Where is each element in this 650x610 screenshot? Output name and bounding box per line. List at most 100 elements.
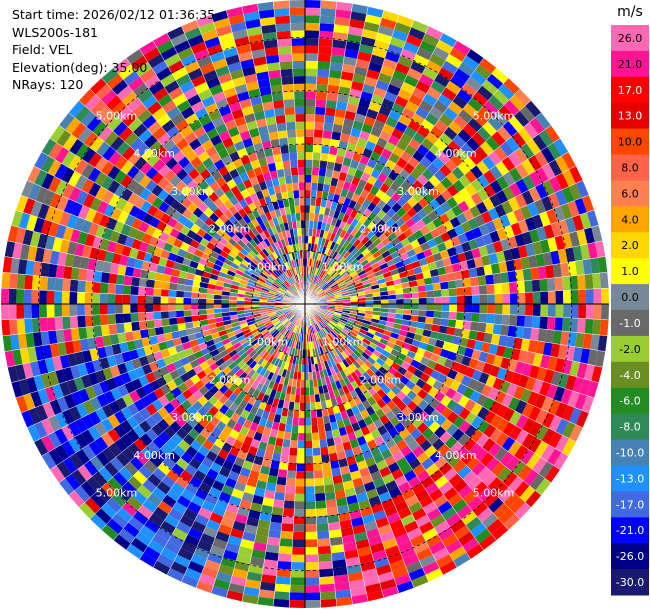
- range-gate: [541, 163, 556, 180]
- range-gate: [316, 252, 322, 261]
- range-gate: [599, 272, 609, 289]
- range-gate: [517, 127, 533, 144]
- range-gate: [477, 188, 490, 202]
- range-gate: [531, 315, 541, 329]
- range-gate: [470, 276, 479, 287]
- range-gate: [477, 174, 490, 189]
- range-gate: [418, 297, 427, 304]
- range-gate: [509, 304, 518, 316]
- range-gate: [309, 282, 314, 290]
- range-gate: [439, 249, 450, 260]
- range-gate: [344, 48, 359, 59]
- range-gate: [483, 184, 496, 198]
- range-gate: [335, 244, 343, 253]
- range-gate: [451, 262, 462, 273]
- range-gate: [470, 165, 484, 179]
- range-gate: [378, 232, 388, 242]
- range-gate: [405, 100, 419, 114]
- range-gate: [440, 281, 449, 290]
- range-gate: [305, 114, 315, 122]
- range-gate: [354, 211, 363, 222]
- range-gate: [400, 276, 410, 284]
- range-gate: [437, 266, 447, 276]
- range-gate: [470, 192, 483, 206]
- range-gate: [391, 191, 402, 203]
- range-gate: [319, 297, 327, 301]
- range-gate: [332, 234, 340, 244]
- range-gate: [412, 150, 425, 163]
- range-gate: [349, 290, 357, 295]
- range-gate: [535, 167, 549, 184]
- range-gate: [354, 263, 363, 271]
- range-gate: [313, 275, 318, 284]
- range-gate: [501, 282, 510, 294]
- range-gate: [332, 243, 340, 252]
- range-gate: [338, 86, 351, 96]
- range-gate: [455, 148, 469, 162]
- range-gate: [470, 70, 487, 86]
- range-gate: [532, 214, 544, 229]
- range-gate: [332, 123, 343, 133]
- range-gate: [305, 205, 311, 213]
- range-gate: [319, 23, 335, 32]
- range-gate: [550, 221, 562, 238]
- range-gate: [325, 99, 338, 109]
- range-gate: [581, 195, 595, 213]
- range-gate: [590, 257, 600, 274]
- range-gate: [433, 310, 442, 319]
- ray-separator: [304, 256, 606, 305]
- range-gate: [326, 231, 333, 241]
- range-gate: [516, 315, 526, 327]
- range-gate: [472, 112, 488, 127]
- range-gate: [312, 275, 316, 283]
- range-gate: [358, 256, 367, 264]
- range-gate: [324, 274, 331, 282]
- range-gate: [482, 155, 496, 170]
- range-gate: [520, 256, 531, 270]
- range-gate: [388, 294, 397, 300]
- range-gate: [382, 123, 395, 135]
- range-gate: [345, 253, 354, 261]
- colorbar-tick-label: -10.0: [616, 447, 644, 460]
- range-gate: [418, 310, 427, 317]
- range-gate: [403, 74, 419, 88]
- colorbar-tick-label: -2.0: [619, 343, 640, 356]
- range-gate: [314, 205, 321, 214]
- range-gate: [434, 182, 447, 194]
- range-gate: [316, 277, 322, 285]
- range-gate: [342, 213, 350, 223]
- range-gate: [381, 266, 391, 274]
- range-gate: [492, 240, 504, 253]
- range-gate: [478, 245, 489, 257]
- range-gate: [475, 235, 486, 248]
- range-gate: [458, 187, 471, 201]
- range-gate: [312, 259, 317, 268]
- range-gate: [352, 152, 363, 163]
- range-gate: [356, 162, 367, 173]
- range-gate: [361, 28, 378, 40]
- range-gate: [310, 282, 315, 291]
- range-gate: [487, 207, 500, 221]
- range-gate: [601, 304, 609, 320]
- range-gate: [456, 88, 473, 104]
- range-gate: [477, 322, 487, 333]
- range-gate: [366, 230, 375, 240]
- range-gate: [433, 289, 442, 298]
- elevation: Elevation(deg): 35.00: [12, 59, 148, 75]
- range-gate: [342, 240, 350, 249]
- range-gate: [312, 284, 318, 292]
- range-gate: [433, 100, 448, 114]
- range-gate: [347, 166, 357, 177]
- range-gate: [532, 304, 541, 317]
- range-gate: [320, 0, 337, 10]
- range-gate: [420, 264, 430, 273]
- range-gate: [413, 266, 423, 275]
- range-gate: [348, 268, 356, 275]
- range-gate: [320, 145, 330, 154]
- range-gate: [486, 284, 495, 295]
- range-gate: [315, 268, 321, 277]
- range-gate: [570, 289, 579, 304]
- range-gate: [336, 254, 344, 263]
- range-gate: [580, 244, 591, 260]
- range-gate: [336, 147, 347, 158]
